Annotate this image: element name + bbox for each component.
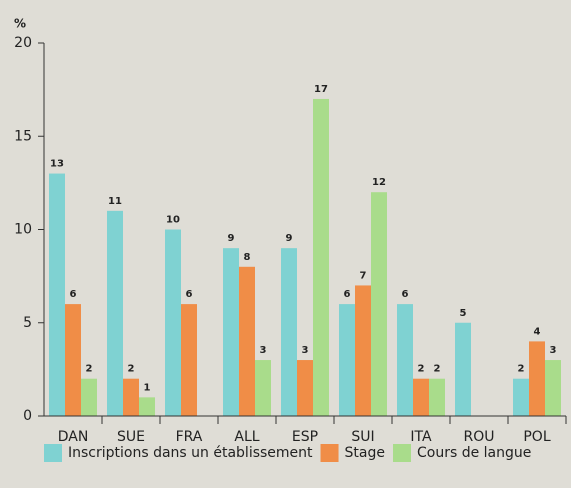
legend-swatch xyxy=(393,444,411,462)
data-label: 2 xyxy=(418,364,425,375)
bar xyxy=(513,378,529,416)
legend-label: Inscriptions dans un établissement xyxy=(68,445,313,461)
bar xyxy=(223,248,239,416)
y-tick-label: 0 xyxy=(23,408,32,424)
x-tick-label: ITA xyxy=(410,429,432,445)
data-label: 3 xyxy=(260,345,267,356)
legend-label: Cours de langue xyxy=(417,445,531,461)
y-axis-label: % xyxy=(14,17,26,31)
data-label: 5 xyxy=(460,308,467,319)
bar xyxy=(371,192,387,416)
data-label: 6 xyxy=(70,289,77,300)
y-tick-label: 10 xyxy=(14,222,32,238)
x-tick-label: ALL xyxy=(234,429,259,445)
bar xyxy=(165,229,181,416)
x-tick-label: ESP xyxy=(292,429,318,445)
data-label: 13 xyxy=(50,159,64,170)
bar xyxy=(455,322,471,416)
bar xyxy=(397,304,413,416)
legend-swatch xyxy=(44,444,62,462)
x-tick-label: ROU xyxy=(464,429,495,445)
data-label: 2 xyxy=(518,364,525,375)
bar xyxy=(339,304,355,416)
data-label: 6 xyxy=(402,289,409,300)
bar xyxy=(429,378,445,416)
bar xyxy=(239,266,255,416)
data-label: 11 xyxy=(108,196,122,207)
data-label: 3 xyxy=(550,345,557,356)
y-tick-label: 15 xyxy=(14,128,32,144)
legend-label: Stage xyxy=(345,445,385,461)
legend-swatch xyxy=(320,444,339,462)
x-tick-label: DAN xyxy=(58,429,89,445)
data-label: 2 xyxy=(128,364,135,375)
data-label: 4 xyxy=(534,326,541,337)
data-label: 12 xyxy=(372,177,386,188)
data-label: 17 xyxy=(314,84,328,95)
bar xyxy=(313,98,329,416)
bar xyxy=(107,210,123,416)
x-tick-label: SUI xyxy=(351,429,374,445)
x-tick-label: POL xyxy=(523,429,550,445)
data-label: 9 xyxy=(228,233,235,244)
data-label: 9 xyxy=(286,233,293,244)
bar xyxy=(355,285,371,416)
data-label: 3 xyxy=(302,345,309,356)
bar xyxy=(545,360,561,416)
bar xyxy=(281,248,297,416)
bar xyxy=(65,304,81,416)
data-label: 2 xyxy=(434,364,441,375)
data-label: 7 xyxy=(360,270,367,281)
bar xyxy=(139,397,155,416)
bar xyxy=(529,341,545,416)
y-tick-label: 5 xyxy=(23,315,32,331)
bar xyxy=(255,360,271,416)
data-label: 2 xyxy=(86,364,93,375)
bar xyxy=(81,378,97,416)
bar xyxy=(123,378,139,416)
bar xyxy=(181,304,197,416)
y-tick-label: 20 xyxy=(14,35,32,51)
bar xyxy=(49,173,65,416)
data-label: 6 xyxy=(344,289,351,300)
data-label: 6 xyxy=(186,289,193,300)
data-label: 1 xyxy=(144,382,151,393)
x-tick-label: FRA xyxy=(176,429,203,445)
bar xyxy=(413,378,429,416)
data-label: 8 xyxy=(244,252,251,263)
data-label: 10 xyxy=(166,215,180,226)
x-tick-label: SUE xyxy=(117,429,145,445)
bar xyxy=(297,360,313,416)
